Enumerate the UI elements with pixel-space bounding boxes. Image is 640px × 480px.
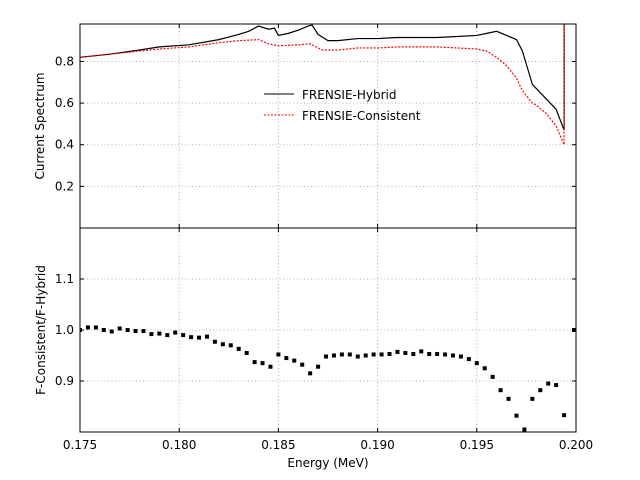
top-series <box>80 24 565 145</box>
ratio-point <box>427 351 432 356</box>
y-tick-label: 1.1 <box>55 272 74 286</box>
ratio-point <box>292 358 297 363</box>
ratio-point <box>284 356 289 361</box>
ratio-point <box>562 413 567 418</box>
ratio-point <box>474 361 479 366</box>
y-tick-label: 0.2 <box>55 179 74 193</box>
y-tick-label: 0.9 <box>55 374 74 388</box>
ratio-point <box>482 366 487 371</box>
ratio-point <box>363 353 368 358</box>
ratio-point <box>419 349 424 354</box>
y-tick-label: 1.0 <box>55 323 74 337</box>
ratio-point <box>165 333 170 338</box>
ratio-point <box>546 381 551 386</box>
ratio-point <box>522 427 527 432</box>
y-tick-label: 0.4 <box>55 138 74 152</box>
bottom-ticks: 0.175 0.180 0.185 0.190 0.195 0.200 0.9 1.0 1.1 <box>55 228 593 452</box>
ratio-point <box>498 388 503 393</box>
x-tick-label: 0.190 <box>360 438 394 452</box>
ratio-point <box>85 325 90 330</box>
ratio-point <box>387 351 392 356</box>
ratio-point <box>228 343 233 348</box>
bottom-series <box>80 325 576 432</box>
x-tick-label: 0.175 <box>63 438 97 452</box>
ratio-point <box>189 335 194 340</box>
ratio-point <box>101 328 106 332</box>
ratio-point <box>117 326 122 331</box>
ratio-point <box>403 350 408 355</box>
top-y-axis-label: Current Spectrum <box>33 72 47 179</box>
top-ticks: 0.2 0.4 0.6 0.8 <box>55 24 577 228</box>
ratio-point <box>149 332 154 337</box>
ratio-point <box>212 339 217 344</box>
bottom-panel: 0.175 0.180 0.185 0.190 0.195 0.2000.91.01.1 … <box>34 227 593 470</box>
ratio-point <box>355 354 360 359</box>
bottom-y-axis-label: F-Consistent/F-Hybrid <box>34 265 48 395</box>
ratio-point <box>109 329 114 334</box>
ratio-point <box>173 330 178 335</box>
ratio-point <box>204 334 209 339</box>
ratio-point <box>308 371 313 376</box>
top-panel: 0.2 0.4 0.6 0.8 Current Spectrum FRENSIE-Hy… <box>33 23 577 229</box>
ratio-point <box>371 352 376 357</box>
ratio-point <box>395 349 400 354</box>
ratio-point <box>244 350 249 355</box>
ratio-point <box>157 331 162 336</box>
ratio-point <box>490 374 495 379</box>
legend-hybrid-label: FRENSIE-Hybrid <box>302 88 397 102</box>
ratio-point <box>538 388 543 393</box>
ratio-point <box>339 352 344 357</box>
ratio-point <box>133 329 138 334</box>
ratio-point <box>554 383 559 388</box>
y-tick-label: 0.8 <box>55 54 74 68</box>
legend: FRENSIE-Hybrid FRENSIE-Consistent <box>264 88 421 123</box>
bottom-plot-frame <box>79 227 577 433</box>
ratio-point <box>466 357 471 362</box>
ratio-point <box>220 342 225 347</box>
bottom-grid <box>80 228 576 432</box>
x-tick-label: 0.195 <box>460 438 494 452</box>
ratio-point <box>530 396 535 401</box>
ratio-point <box>268 364 273 369</box>
ratio-point <box>300 362 305 367</box>
ratio-point <box>411 351 416 356</box>
ratio-point <box>514 413 519 418</box>
ratio-point <box>435 351 440 356</box>
ratio-point <box>458 354 463 359</box>
x-tick-label: 0.180 <box>162 438 196 452</box>
ratio-point <box>379 352 384 357</box>
ratio-point <box>125 328 130 332</box>
ratio-point <box>324 354 329 359</box>
legend-consistent-label: FRENSIE-Consistent <box>302 109 421 123</box>
ratio-point <box>93 325 98 330</box>
ratio-point <box>252 360 257 365</box>
ratio-point <box>236 346 241 351</box>
ratio-point <box>331 353 336 358</box>
ratio-point <box>276 352 281 357</box>
ratio-point <box>181 333 186 338</box>
x-axis-label: Energy (MeV) <box>287 456 368 470</box>
ratio-point <box>443 352 448 357</box>
ratio-point <box>316 364 321 369</box>
x-tick-label: 0.200 <box>559 438 593 452</box>
x-tick-label: 0.185 <box>261 438 295 452</box>
series-line-hybrid <box>80 24 565 131</box>
ratio-point <box>450 353 455 358</box>
ratio-point <box>141 329 146 334</box>
ratio-point <box>506 396 511 401</box>
ratio-point <box>260 361 265 366</box>
y-tick-label: 0.6 <box>55 96 74 110</box>
ratio-point <box>197 335 202 340</box>
top-grid <box>80 24 576 228</box>
ratio-point <box>347 352 352 357</box>
